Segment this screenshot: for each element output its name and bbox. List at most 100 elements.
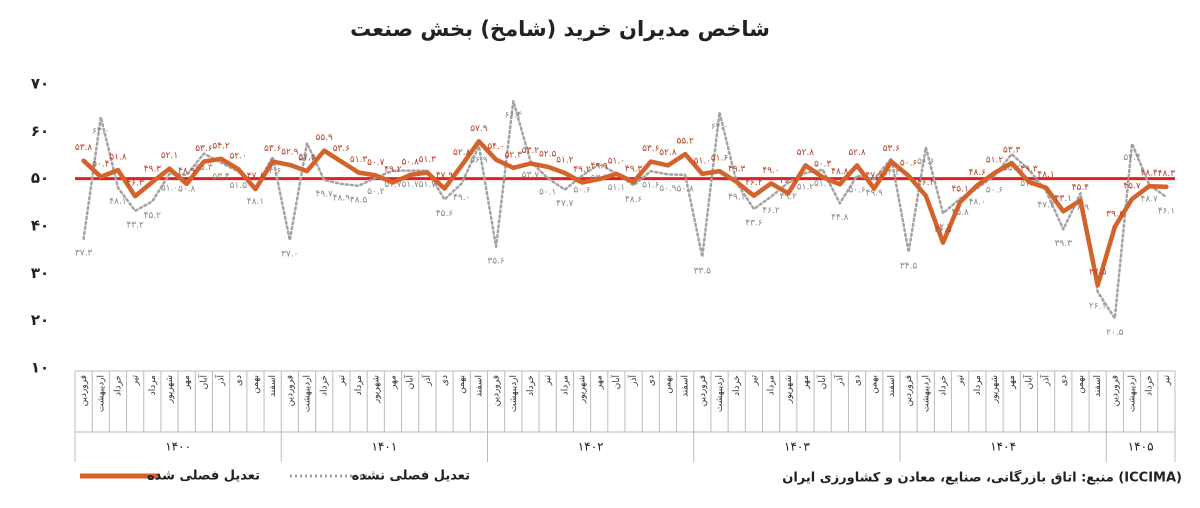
data-label: ۵۲.۳ — [505, 150, 523, 160]
data-label: ۵۱.۳ — [350, 155, 368, 165]
data-label: ۵۲.۰ — [230, 152, 247, 162]
x-tick-label: اردیبهشت — [96, 375, 106, 412]
data-label: ۵۷.۹ — [470, 124, 488, 134]
x-tick-label: دی — [646, 375, 656, 386]
data-label: ۴۹.۲ — [573, 165, 591, 175]
year-label: ۱۴۰۳ — [784, 440, 810, 454]
data-label: ۵۳.۳ — [1003, 146, 1021, 156]
data-label: ۳۶.۵ — [934, 225, 952, 235]
x-tick-label: آذر — [627, 375, 639, 387]
data-label: ۴۷.۹ — [436, 171, 454, 181]
y-tick-label: ۱۰ — [31, 359, 49, 377]
data-label: ۴۸.۹ — [178, 166, 196, 176]
data-label: ۵۵.۲ — [676, 137, 694, 147]
data-label: ۵۷.۵ — [298, 153, 316, 163]
x-tick-label: آبان — [816, 375, 828, 390]
data-label: ۵۲.۹ — [281, 147, 299, 157]
data-label: ۵۱.۵ — [230, 181, 248, 191]
x-tick-label: آذر — [215, 375, 227, 387]
data-label: ۵۰.۸ — [401, 157, 419, 167]
data-label: ۳۷.۰ — [281, 250, 298, 260]
x-tick-label: فروردین — [698, 375, 708, 406]
x-tick-label: اسفند — [1093, 375, 1103, 397]
x-tick-label: تیر — [131, 375, 141, 387]
data-label: ۵۱.۲ — [556, 155, 574, 165]
data-label: ۴۹.۲ — [780, 192, 798, 202]
x-tick-label: خرداد — [320, 375, 330, 396]
x-tick-label: بهمن — [251, 375, 261, 394]
x-tick-label: تیر — [337, 375, 347, 387]
data-label: ۵۲.۸ — [848, 148, 866, 158]
x-tick-label: دی — [853, 375, 863, 386]
data-label: ۳۹.۸ — [1106, 209, 1124, 219]
data-label: ۵۱.۷ — [419, 180, 437, 190]
data-label: ۳۵.۶ — [487, 256, 505, 266]
x-tick-label: دی — [1059, 375, 1069, 386]
series-line — [81, 139, 1169, 288]
x-tick-label: تیر — [956, 375, 966, 387]
data-label: ۵۴.۰ — [487, 142, 504, 152]
x-tick-label: آبان — [197, 375, 209, 390]
data-label: ۴۹.۱ — [728, 192, 745, 202]
data-label: ۴۶.۳ — [126, 179, 144, 189]
data-label: ۲۰.۵ — [1106, 328, 1124, 338]
x-tick-label: شهریور — [784, 375, 794, 404]
data-label: ۵۱.۶ — [642, 181, 660, 191]
data-label: ۵۶.۹ — [470, 156, 488, 166]
year-label: ۱۴۰۲ — [578, 440, 604, 454]
data-label: ۵۳.۶ — [333, 144, 351, 154]
data-label: ۵۴.۶ — [264, 166, 282, 176]
x-tick-label: شهریور — [371, 375, 381, 404]
data-label: ۴۷.۴ — [1037, 200, 1055, 210]
x-tick-label: بهمن — [457, 375, 467, 394]
data-label: ۴۳.۲ — [126, 220, 144, 230]
data-label: ۴۹.۲ — [384, 165, 402, 175]
series-line — [82, 99, 1168, 320]
data-label: ۵۳.۶ — [195, 144, 213, 154]
data-label: ۵۴.۲ — [212, 141, 230, 151]
data-label: ۵۱.۸ — [109, 153, 127, 163]
x-tick-label: مرداد — [148, 375, 158, 395]
data-label: ۴۹.۳ — [728, 164, 746, 174]
data-label: ۴۸.۰ — [969, 198, 986, 208]
x-tick-label: اسفند — [681, 375, 691, 397]
data-label: ۴۵.۸ — [951, 208, 969, 218]
x-tick-label: مهر — [595, 375, 605, 390]
data-label: ۵۱.۷ — [384, 180, 402, 190]
x-tick-label: فروردین — [1110, 375, 1120, 406]
x-tick-label: دی — [234, 375, 244, 386]
x-tick-label: اردیبهشت — [1128, 375, 1138, 412]
data-label: ۵۲.۸ — [659, 148, 677, 158]
data-label: ۴۸.۸ — [831, 167, 849, 177]
data-label: ۴۷.۹ — [866, 171, 884, 181]
data-label: ۲۶.۱ — [1089, 301, 1106, 311]
data-label: ۵۰.۶ — [573, 185, 591, 195]
x-tick-label: تیر — [1162, 375, 1172, 387]
data-label: ۴۸.۹ — [333, 193, 351, 203]
data-label: ۵۱.۷ — [401, 180, 419, 190]
data-label: ۴۳.۶ — [745, 218, 763, 228]
source-note: منبع: اتاق بازرگانی، صنایع، معادن و کشاو… — [782, 470, 1182, 486]
x-tick-label: مهر — [1007, 375, 1017, 390]
data-label: ۴۸.۱ — [109, 197, 126, 207]
data-label: ۴۹.۳ — [1020, 164, 1038, 174]
data-label: ۴۶.۹ — [780, 176, 798, 186]
data-label: ۵۱.۰ — [161, 183, 178, 193]
data-label: ۴۵.۲ — [144, 211, 162, 221]
data-label: ۵۳.۴ — [212, 172, 230, 182]
data-label: ۴۸.۶ — [969, 168, 987, 178]
x-tick-label: تیر — [543, 375, 553, 387]
x-tick-label: آذر — [421, 375, 433, 387]
data-label: ۴۵.۷ — [1123, 182, 1141, 192]
data-label: ۴۹.۷ — [316, 190, 334, 200]
x-tick-label: اردیبهشت — [509, 375, 519, 412]
y-tick-label: ۶۰ — [31, 122, 49, 140]
data-label: ۴۸.۴ — [1141, 169, 1159, 179]
x-tick-label: مرداد — [560, 375, 570, 395]
data-label: ۵۰.۹ — [659, 184, 677, 194]
data-label: ۵۳.۲ — [522, 146, 540, 156]
x-tick-label: فروردین — [904, 375, 914, 406]
data-label: ۵۳.۶ — [642, 144, 660, 154]
